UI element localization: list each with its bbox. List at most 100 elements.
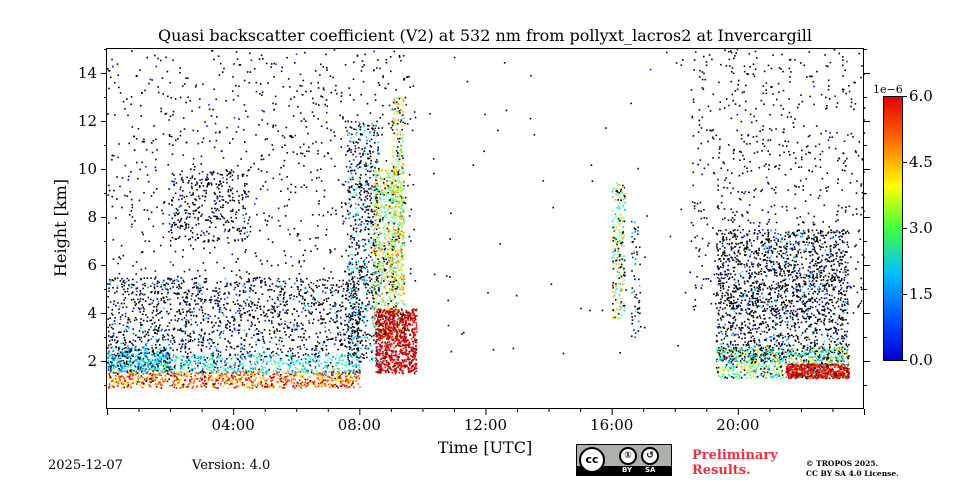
backscatter-pixel — [340, 138, 342, 140]
backscatter-pixel — [216, 387, 218, 389]
backscatter-pixel — [241, 363, 243, 365]
backscatter-pixel — [346, 380, 349, 383]
backscatter-pixel — [228, 194, 230, 197]
backscatter-pixel — [388, 104, 391, 107]
backscatter-pixel — [720, 287, 722, 289]
backscatter-pixel — [724, 49, 726, 51]
backscatter-pixel — [129, 371, 131, 374]
backscatter-pixel — [344, 270, 346, 273]
backscatter-pixel — [111, 58, 113, 61]
backscatter-pixel — [186, 310, 188, 313]
backscatter-pixel — [242, 307, 245, 310]
backscatter-pixel — [723, 208, 726, 210]
backscatter-pixel — [162, 222, 164, 225]
backscatter-pixel — [296, 322, 298, 324]
backscatter-pixel — [270, 63, 273, 65]
backscatter-pixel — [141, 293, 144, 295]
backscatter-pixel — [235, 217, 237, 219]
backscatter-pixel — [215, 202, 218, 204]
backscatter-pixel — [158, 281, 160, 284]
backscatter-pixel — [813, 223, 816, 226]
backscatter-pixel — [154, 321, 156, 323]
backscatter-pixel — [740, 295, 743, 298]
backscatter-pixel — [332, 356, 334, 358]
backscatter-pixel — [292, 378, 295, 380]
backscatter-pixel — [282, 361, 285, 364]
backscatter-pixel — [333, 379, 336, 381]
backscatter-pixel — [240, 378, 243, 381]
backscatter-pixel — [127, 179, 130, 181]
backscatter-pixel — [184, 351, 187, 353]
backscatter-pixel — [772, 104, 775, 106]
backscatter-pixel — [348, 291, 351, 294]
backscatter-pixel — [370, 210, 373, 212]
backscatter-pixel — [196, 130, 199, 132]
backscatter-pixel — [200, 373, 203, 376]
backscatter-pixel — [207, 219, 209, 221]
backscatter-pixel — [268, 154, 270, 156]
backscatter-pixel — [154, 367, 156, 369]
backscatter-pixel — [767, 150, 769, 152]
backscatter-pixel — [315, 302, 317, 304]
backscatter-pixel — [237, 177, 239, 180]
backscatter-pixel — [293, 227, 296, 230]
backscatter-pixel — [809, 134, 811, 137]
backscatter-pixel — [316, 248, 319, 250]
backscatter-pixel — [697, 147, 699, 150]
backscatter-pixel — [171, 180, 173, 183]
backscatter-pixel — [215, 378, 217, 381]
backscatter-pixel — [120, 362, 122, 364]
backscatter-pixel — [187, 364, 189, 366]
backscatter-pixel — [296, 346, 299, 348]
backscatter-pixel — [180, 365, 182, 367]
backscatter-pixel — [144, 300, 147, 302]
backscatter-pixel — [743, 140, 745, 143]
backscatter-pixel — [221, 312, 224, 314]
backscatter-pixel — [224, 228, 227, 231]
backscatter-pixel — [188, 382, 191, 385]
backscatter-pixel — [808, 169, 810, 172]
backscatter-pixel — [196, 233, 199, 236]
backscatter-pixel — [794, 207, 796, 210]
backscatter-pixel — [291, 264, 294, 267]
backscatter-pixel — [238, 329, 240, 332]
backscatter-pixel — [777, 82, 780, 85]
backscatter-pixel — [233, 327, 236, 330]
backscatter-pixel — [705, 64, 708, 67]
backscatter-pixel — [783, 128, 785, 130]
backscatter-pixel — [788, 150, 790, 153]
backscatter-pixel — [146, 372, 148, 375]
backscatter-pixel — [177, 329, 179, 331]
backscatter-pixel — [166, 362, 168, 364]
backscatter-pixel — [266, 171, 268, 173]
backscatter-pixel — [127, 363, 130, 366]
backscatter-pixel — [197, 297, 200, 300]
backscatter-pixel — [128, 327, 130, 329]
backscatter-pixel — [176, 311, 178, 313]
backscatter-pixel — [113, 386, 115, 388]
backscatter-pixel — [229, 345, 232, 348]
backscatter-pixel — [302, 307, 305, 310]
backscatter-pixel — [825, 130, 827, 132]
backscatter-pixel — [826, 105, 828, 107]
backscatter-pixel — [245, 333, 248, 335]
backscatter-pixel — [174, 250, 177, 253]
backscatter-pixel — [110, 361, 112, 363]
backscatter-pixel — [243, 220, 246, 223]
backscatter-pixel — [145, 362, 148, 364]
backscatter-pixel — [766, 223, 768, 225]
backscatter-pixel — [761, 188, 764, 191]
backscatter-pixel — [770, 86, 772, 88]
backscatter-pixel — [190, 364, 193, 367]
backscatter-pixel — [298, 260, 301, 262]
backscatter-pixel — [833, 263, 835, 266]
backscatter-pixel — [162, 355, 164, 358]
backscatter-pixel — [271, 387, 274, 389]
backscatter-pixel — [185, 373, 187, 376]
backscatter-pixel — [372, 124, 375, 127]
backscatter-pixel — [361, 66, 364, 68]
backscatter-pixel — [150, 362, 152, 364]
backscatter-pixel — [202, 339, 205, 342]
backscatter-pixel — [225, 178, 228, 181]
